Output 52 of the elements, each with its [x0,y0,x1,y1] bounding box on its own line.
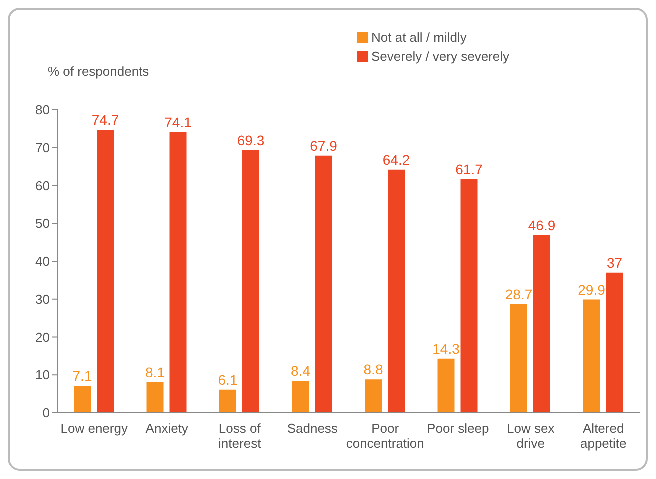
bar [97,130,114,413]
data-label: 37 [606,254,623,271]
data-label: 28.7 [505,286,533,302]
data-label: 6.1 [218,372,238,388]
x-tick-label: Poor concentration [346,421,424,451]
data-label: 61.7 [456,161,484,178]
x-tick-label: Poor sleep [427,421,490,436]
data-label: 8.4 [291,363,311,380]
bar [438,358,455,413]
y-tick-label: 20 [36,330,50,345]
y-tick-label: 30 [36,292,50,307]
legend-label: Severely / very severely [370,49,510,64]
data-label: 74.1 [164,114,192,130]
y-tick-label: 70 [36,140,50,156]
data-label: 69.3 [237,132,265,149]
data-label: 14.3 [432,340,460,357]
legend-label: Not at all / mildly [370,30,468,45]
data-label: 74.7 [92,112,120,128]
bar [534,235,551,413]
y-tick-label: 0 [42,406,50,421]
x-tick-label: Anxiety [146,421,189,436]
data-label: 7.1 [72,368,92,384]
bar [220,390,237,413]
bar [510,304,528,413]
data-label: 8.8 [364,362,384,378]
x-tick-label: Sadness [287,421,338,436]
x-tick-label: Low energy [60,421,128,436]
data-label: 46.9 [528,217,556,234]
y-tick-label: 50 [36,216,50,232]
data-label: 29.9 [578,282,606,298]
data-label: 8.1 [146,364,166,380]
bar [292,381,310,413]
data-label: 64.2 [382,152,410,168]
bar [315,156,332,413]
bar [74,386,92,413]
bar [606,272,624,413]
y-tick-label: 60 [36,178,50,194]
data-label: 67.9 [310,138,338,154]
bar [146,382,164,413]
bar [170,132,187,413]
y-tick-label: 80 [36,102,50,118]
x-tick-label: Low sex drive [507,421,556,451]
x-tick-label: Loss of interest [218,421,262,451]
y-tick-label: 40 [36,254,50,270]
bar [242,150,260,413]
x-tick-label: Altered appetite [580,421,627,451]
y-axis-title: % of respondents [48,64,150,79]
bar [460,179,478,413]
bar [388,170,406,413]
y-tick-label: 10 [36,368,50,383]
bar [365,380,382,413]
bar [583,300,600,413]
